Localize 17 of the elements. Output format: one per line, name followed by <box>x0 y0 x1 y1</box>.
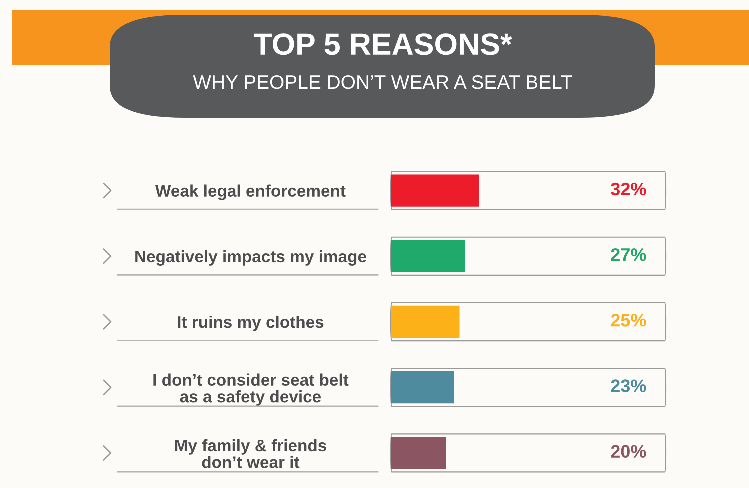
y-tick-label: I don’t consider seat belt as a safety device <box>154 374 349 406</box>
y-tick-label: Weak legal enforcement <box>155 184 346 200</box>
bar <box>391 437 446 470</box>
bar <box>391 372 454 404</box>
bar <box>391 240 466 272</box>
bar <box>391 306 460 338</box>
y-tick-label: Negatively impacts my image <box>136 250 366 266</box>
data-label: 20% <box>611 445 646 458</box>
data-label: 27% <box>611 248 646 262</box>
data-label: 32% <box>611 182 646 196</box>
y-tick-label: My family & friends don’t wear it <box>175 439 326 468</box>
bar <box>391 174 479 207</box>
data-label: 23% <box>611 380 646 392</box>
y-tick-label: It ruins my clothes <box>178 316 324 332</box>
chart-title: TOP 5 REASONS* <box>254 34 512 56</box>
chart-subtitle: WHY PEOPLE DON’T WEAR A SEAT BELT <box>193 75 572 90</box>
data-label: 25% <box>611 314 646 327</box>
